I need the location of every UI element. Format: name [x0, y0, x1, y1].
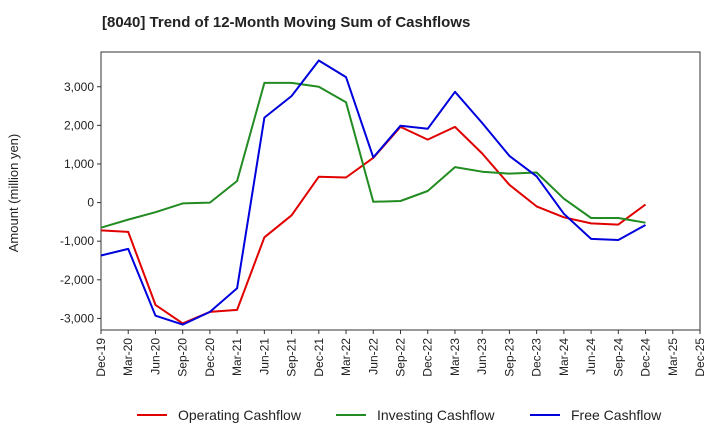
x-tick-label: Sep-22: [394, 338, 408, 377]
y-axis-title: Amount (million yen): [6, 134, 21, 253]
series-lines: [100, 59, 647, 326]
legend: Operating Cashflow Investing Cashflow Free…: [137, 407, 662, 423]
x-tick-label: Dec-25: [693, 338, 707, 377]
x-tick-label: Mar-22: [339, 338, 353, 376]
x-tick-label: Mar-24: [557, 338, 571, 376]
x-tick-label: Sep-21: [285, 338, 299, 377]
x-tick-label: Jun-23: [475, 338, 489, 375]
legend-label-investing-cashflow: Investing Cashflow: [377, 407, 495, 423]
investing-cashflow-line: [100, 81, 646, 229]
x-tick-label: Mar-23: [448, 338, 462, 376]
x-tick-label: Dec-19: [94, 338, 108, 377]
y-tick-label: 0: [87, 196, 94, 210]
x-tick-label: Dec-21: [312, 338, 326, 377]
x-tick-label: Jun-21: [257, 338, 271, 375]
x-tick-label: Dec-23: [530, 338, 544, 377]
x-tick-label: Mar-21: [230, 338, 244, 376]
legend-label-operating-cashflow: Operating Cashflow: [178, 407, 302, 423]
x-tick-label: Dec-22: [421, 338, 435, 377]
x-tick-label: Dec-24: [639, 338, 653, 377]
x-tick-label: Mar-20: [121, 338, 135, 376]
y-tick-label: -2,000: [60, 273, 94, 287]
chart-title: [8040] Trend of 12-Month Moving Sum of C…: [102, 14, 471, 31]
y-tick-label: 3,000: [64, 80, 94, 94]
plot-area-frame: [100, 51, 701, 331]
x-tick-label: Jun-24: [584, 338, 598, 375]
free-cashflow-line: [100, 59, 646, 326]
x-tick-label: Dec-20: [203, 338, 217, 377]
y-tick-label: 1,000: [64, 157, 94, 171]
y-tick-label: 2,000: [64, 118, 94, 132]
y-tick-label: -3,000: [60, 311, 94, 325]
y-tick-label: -1,000: [60, 234, 94, 248]
x-tick-label: Sep-23: [502, 338, 516, 377]
x-tick-label: Sep-24: [611, 338, 625, 377]
x-tick-label: Mar-25: [666, 338, 680, 376]
legend-label-free-cashflow: Free Cashflow: [571, 407, 662, 423]
x-tick-label: Jun-22: [366, 338, 380, 375]
x-tick-label: Jun-20: [148, 338, 162, 375]
x-tick-label: Sep-20: [176, 338, 190, 377]
axes: -3,000 -2,000 -1,000 0 1,000 2,000 3,000 Dec-19…: [6, 51, 707, 377]
